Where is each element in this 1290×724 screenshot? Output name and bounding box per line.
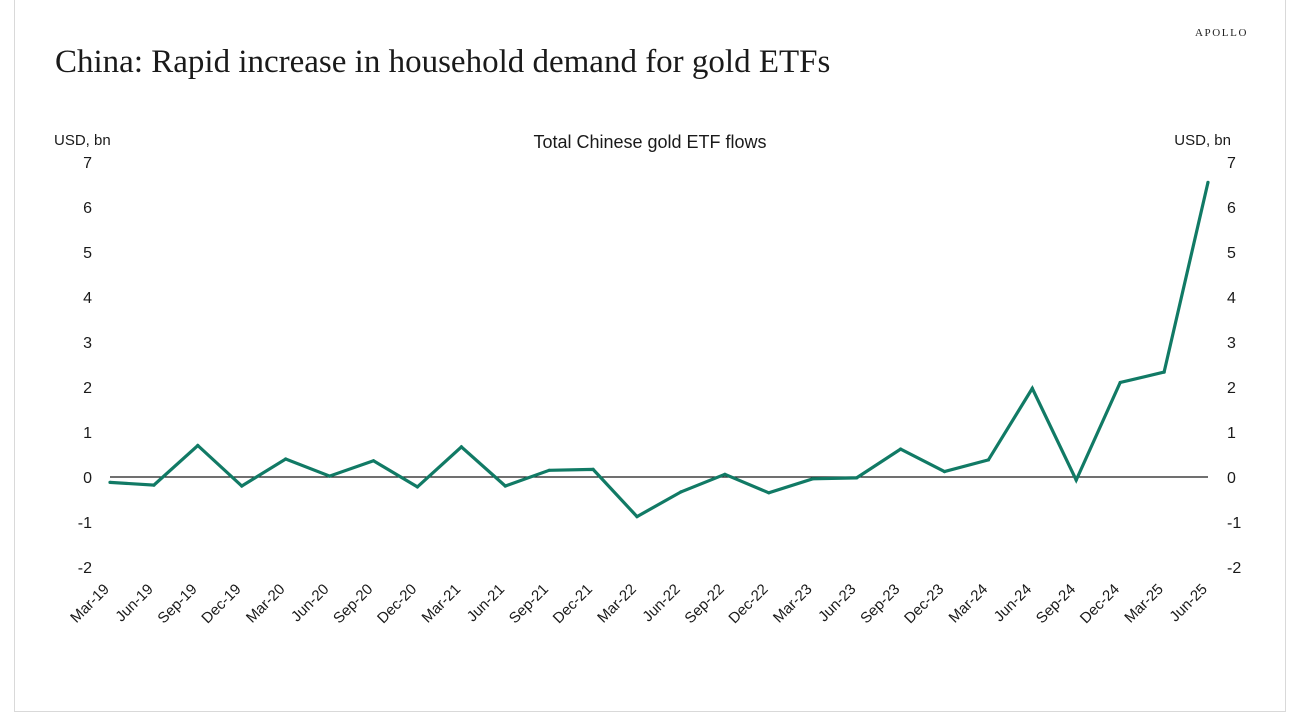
x-tick-label: Dec-23 [901, 581, 947, 627]
y-tick-label-left: 5 [83, 245, 92, 262]
data-point [1030, 386, 1034, 390]
x-tick-label: Sep-20 [330, 581, 376, 627]
x-tick-label: Jun-20 [288, 581, 332, 625]
data-point [1162, 370, 1166, 374]
data-point [547, 468, 551, 472]
x-tick-label: Jun-21 [464, 581, 508, 625]
x-tick-label: Mar-21 [419, 581, 465, 627]
x-tick-label: Jun-19 [112, 581, 156, 625]
y-tick-label-left: 2 [83, 380, 92, 397]
x-tick-label: Mar-25 [1121, 581, 1167, 627]
y-tick-label-right: 2 [1227, 380, 1236, 397]
data-point [635, 515, 639, 519]
data-point [328, 474, 332, 478]
series-group [108, 180, 1210, 519]
x-tick-label: Mar-23 [770, 581, 816, 627]
x-tick-label: Dec-21 [550, 581, 596, 627]
y-tick-label-left: 1 [83, 425, 92, 442]
data-point [1074, 478, 1078, 482]
y-tick-label-left: -1 [78, 515, 92, 532]
y-ticks-left: 7 6 5 4 3 2 1 0 -1 -2 [78, 155, 92, 577]
data-point [679, 490, 683, 494]
x-tick-label: Sep-22 [681, 581, 727, 627]
x-tick-label: Sep-21 [506, 581, 552, 627]
x-tick-label: Sep-24 [1033, 581, 1079, 627]
page-title: China: Rapid increase in household deman… [55, 44, 831, 80]
data-point [1206, 180, 1210, 184]
y-tick-label-left: 6 [83, 200, 92, 217]
data-point [1118, 380, 1122, 385]
x-tick-label: Jun-23 [815, 581, 859, 625]
chart-frame [14, 0, 1286, 712]
y-tick-label-left: 3 [83, 335, 92, 352]
y-tick-label-right: 0 [1227, 470, 1236, 487]
data-point [415, 485, 419, 489]
x-tick-label: Jun-24 [991, 581, 1035, 625]
y-tick-label-right: 1 [1227, 425, 1236, 442]
x-tick-label: Mar-22 [594, 581, 640, 627]
data-point [591, 467, 595, 471]
x-tick-label: Jun-22 [639, 581, 683, 625]
x-tick-label: Mar-24 [946, 581, 992, 627]
x-tick-label: Dec-20 [374, 581, 420, 627]
y-tick-label-left: 7 [83, 155, 92, 172]
x-tick-label: Dec-19 [198, 581, 244, 627]
data-point [196, 443, 200, 448]
y-tick-label-right: 7 [1227, 155, 1236, 172]
y-axis-label-left: USD, bn [54, 132, 111, 149]
brand-logo: APOLLO [1195, 27, 1248, 39]
x-tick-label: Mar-20 [243, 581, 289, 627]
y-ticks-right: 7 6 5 4 3 2 1 0 -1 -2 [1227, 155, 1241, 577]
y-tick-label-right: -1 [1227, 515, 1241, 532]
series-line [109, 181, 1210, 519]
x-tick-label: Sep-19 [154, 581, 200, 627]
data-point [767, 491, 771, 495]
y-tick-label-right: -2 [1227, 560, 1241, 577]
data-point [899, 447, 903, 451]
data-point [371, 459, 376, 463]
chart-title: Total Chinese gold ETF flows [533, 132, 766, 152]
data-point [942, 470, 947, 474]
y-tick-label-right: 3 [1227, 335, 1236, 352]
y-axis-label-right: USD, bn [1174, 132, 1231, 149]
data-point [152, 483, 156, 487]
y-tick-label-left: -2 [78, 560, 92, 577]
data-point [855, 476, 859, 480]
data-point [240, 484, 244, 488]
x-tick-label: Mar-19 [67, 581, 113, 627]
y-tick-label-right: 4 [1227, 290, 1236, 307]
data-point [811, 477, 815, 481]
data-point [986, 458, 991, 462]
y-tick-label-left: 0 [83, 470, 92, 487]
x-tick-label: Dec-24 [1077, 581, 1123, 627]
data-point [284, 457, 288, 461]
data-point [459, 445, 463, 449]
y-tick-label-right: 5 [1227, 245, 1236, 262]
x-tick-label: Sep-23 [857, 581, 903, 627]
data-point [723, 472, 727, 476]
y-tick-label-left: 4 [83, 290, 92, 307]
x-tick-label: Jun-25 [1166, 581, 1210, 625]
x-tick-label: Dec-22 [725, 581, 771, 627]
data-point [503, 484, 507, 488]
data-point [108, 480, 112, 484]
y-tick-label-right: 6 [1227, 200, 1236, 217]
